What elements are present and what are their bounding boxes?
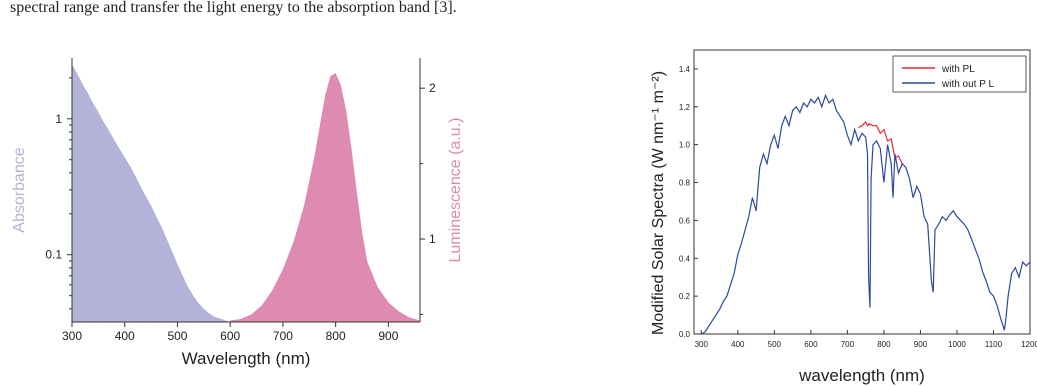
x-tick-label: 500: [768, 340, 782, 349]
y-tick-label: 1.2: [679, 103, 691, 112]
x-tick-label: 1200: [1021, 340, 1037, 349]
x-tick-label: 700: [273, 329, 293, 343]
x-tick-label: 600: [804, 340, 818, 349]
x-tick-label: 300: [695, 340, 709, 349]
luminescence-area: [230, 73, 420, 322]
y-left-tick-label: 0.1: [45, 248, 62, 262]
y-tick-label: 0.0: [679, 330, 691, 339]
x-tick-label: 1100: [985, 340, 1003, 349]
x-tick-label: 700: [841, 340, 855, 349]
x-axis-label: wavelength (nm): [798, 366, 925, 385]
y-left-tick-label: 1: [55, 112, 62, 126]
y-tick-label: 0.4: [679, 254, 691, 263]
y-tick-label: 1.4: [679, 65, 691, 74]
x-tick-label: 800: [877, 340, 891, 349]
series-line-without-pl: [701, 93, 1031, 335]
legend-box: [892, 55, 1027, 93]
y-right-tick-label: 2: [429, 81, 436, 95]
x-tick-label: 800: [326, 329, 346, 343]
y-left-axis-label: Absorbance: [11, 147, 28, 232]
y-tick-label: 1.0: [679, 141, 691, 150]
legend: with PL with out P L: [892, 55, 1027, 93]
x-tick-label: 500: [167, 329, 187, 343]
x-tick-label: 900: [914, 340, 928, 349]
x-tick-label: 400: [115, 329, 135, 343]
x-tick-label: 600: [220, 329, 240, 343]
x-tick-label: 900: [378, 329, 398, 343]
y-right-axis-label: Luminescence (a.u.): [447, 118, 464, 263]
y-tick-label: 0.8: [679, 179, 691, 188]
x-axis-label: Wavelength (nm): [182, 349, 311, 368]
absorbance-area: [72, 64, 236, 322]
y-tick-label: 0.2: [679, 292, 691, 301]
absorbance-luminescence-chart: 300 400 500 600 700 800 900 0.1 1 1 2 Wavelength (n…: [11, 58, 464, 368]
x-tick-label: 400: [731, 340, 745, 349]
x-tick-label: 1000: [948, 340, 966, 349]
plot-frame: [693, 49, 1031, 335]
x-tick-label: 300: [62, 329, 82, 343]
y-axis-label: Modified Solar Spectra (W nm⁻¹ m⁻²): [650, 71, 667, 335]
y-tick-label: 0.6: [679, 216, 691, 225]
solar-spectra-chart: 300 400 500 600 700 800 900 1000 1100 1200 0.0 0.2 0…: [650, 49, 1037, 385]
legend-label-without-pl: with out P L: [941, 79, 995, 90]
legend-label-with-pl: with PL: [941, 64, 975, 75]
y-right-tick-label: 1: [429, 232, 436, 246]
caption-text: spectral range and transfer the light en…: [10, 0, 457, 16]
